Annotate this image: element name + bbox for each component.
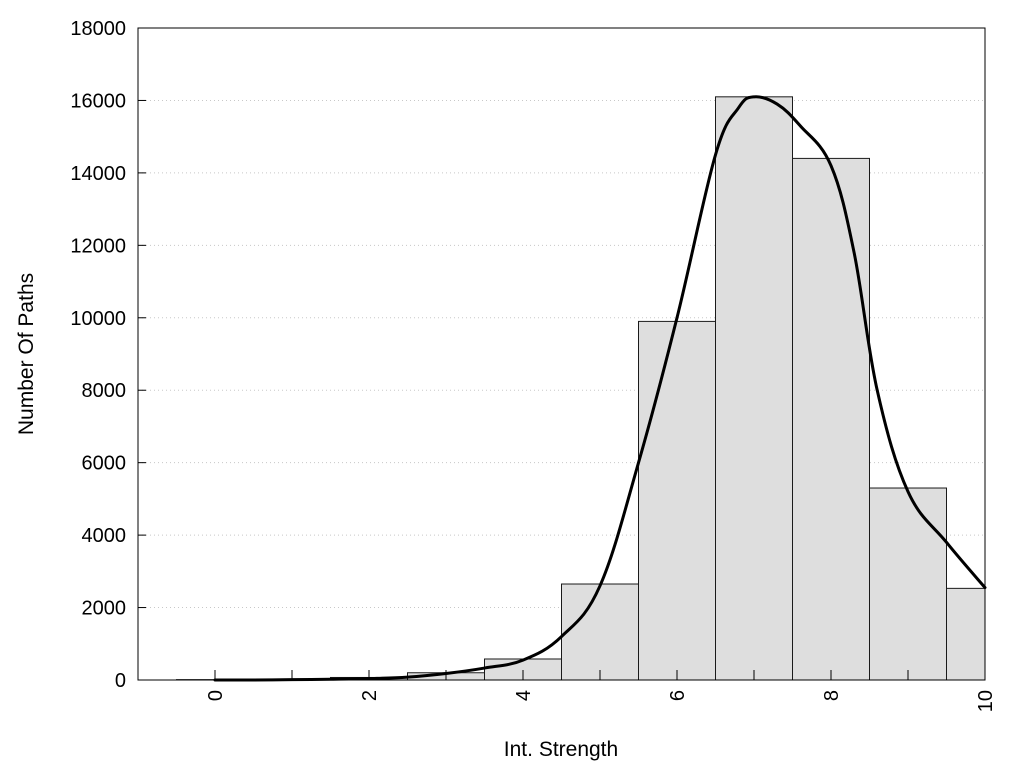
y-tick-label: 2000 <box>82 598 127 620</box>
x-tick-label: 6 <box>667 690 689 701</box>
y-tick-label: 8000 <box>82 380 127 402</box>
y-tick-label: 10000 <box>70 308 126 330</box>
histogram-bars <box>176 96 986 681</box>
x-tick-label: 0 <box>205 690 227 701</box>
y-tick-label: 4000 <box>82 525 127 547</box>
y-tick-label: 16000 <box>70 90 126 112</box>
x-tick-label: 8 <box>821 690 843 701</box>
density-curve <box>213 95 987 682</box>
y-axis-ticks: 0 2000 4000 6000 8000 10000 12000 14000 16000 180… <box>70 18 146 692</box>
y-axis-label: Number Of Paths <box>15 273 38 435</box>
x-tick-label: 10 <box>975 690 997 712</box>
histogram-bar <box>792 157 870 681</box>
density-curve-layer <box>213 95 987 682</box>
y-tick-label: 0 <box>115 670 126 692</box>
x-tick-label: 4 <box>513 690 535 701</box>
histogram-bar <box>638 320 716 681</box>
y-tick-label: 14000 <box>70 163 126 185</box>
histogram-bar <box>869 487 947 681</box>
histogram-bar <box>946 587 986 681</box>
x-tick-label: 2 <box>359 690 381 701</box>
plot-frame <box>137 27 986 681</box>
histogram-bar <box>715 96 793 681</box>
histogram-bar <box>561 583 639 681</box>
x-axis-ticks: 0 2 4 6 8 10 <box>205 670 997 712</box>
y-tick-label: 12000 <box>70 235 126 257</box>
y-tick-label: 6000 <box>82 453 127 475</box>
y-tick-label: 18000 <box>70 18 126 40</box>
x-axis-label: Int. Strength <box>504 738 618 761</box>
